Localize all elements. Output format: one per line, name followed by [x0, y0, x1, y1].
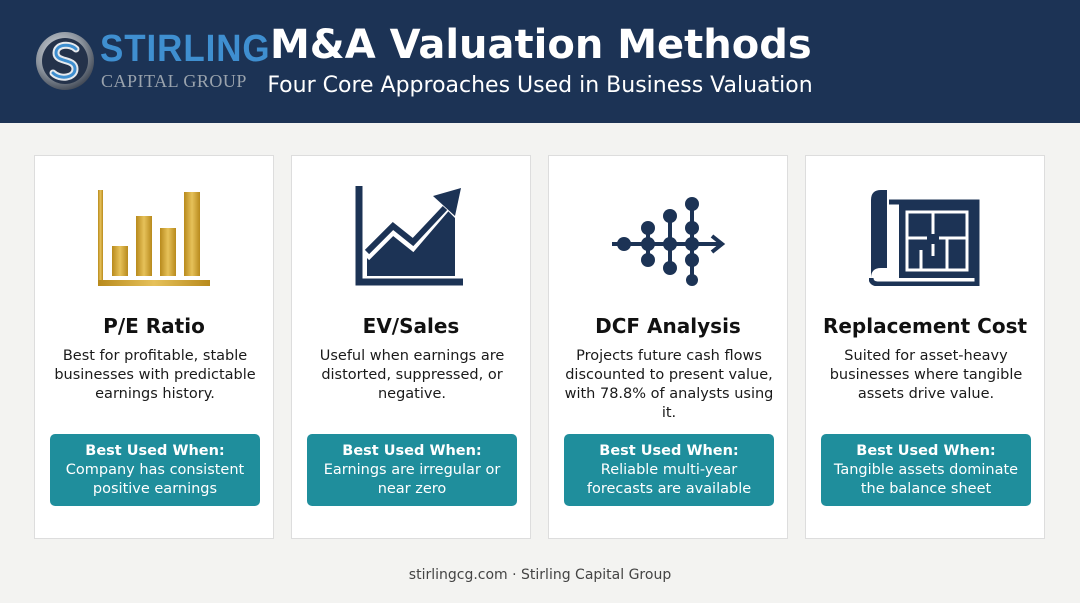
company-logo: STIRLING CAPITAL GROUP: [34, 26, 270, 96]
card-title: DCF Analysis: [595, 314, 741, 338]
logo-name: STIRLING: [100, 28, 271, 70]
best-used-label: Best Used When:: [342, 443, 482, 459]
card-description: Best for profitable, stable businesses w…: [54, 348, 256, 402]
blueprint-icon: [869, 190, 980, 286]
card-title: P/E Ratio: [103, 314, 205, 338]
best-used-text: Company has consistent positive earnings: [65, 462, 245, 497]
card-title: EV/Sales: [362, 314, 460, 338]
best-used-label: Best Used When:: [85, 443, 225, 459]
card-description: Projects future cash flows discounted to…: [564, 348, 774, 421]
best-used-box: Best Used When: Company has consistent p…: [50, 434, 260, 506]
page-subtitle: Four Core Approaches Used in Business Va…: [267, 73, 813, 98]
card-description: Suited for asset-heavy businesses where …: [829, 348, 1023, 402]
stirling-s-emblem-icon: [36, 32, 94, 90]
best-used-label: Best Used When:: [599, 443, 739, 459]
header-banner: STIRLING CAPITAL GROUP M&A Valuation Met…: [0, 0, 1080, 123]
method-card-dcf-analysis: DCF Analysis Projects future cash flows …: [548, 155, 788, 539]
footer-attribution: stirlingcg.com · Stirling Capital Group: [408, 567, 672, 583]
trend-up-chart-icon: [355, 186, 463, 286]
bar-chart-icon: [98, 190, 210, 286]
cash-flow-network-icon: [612, 197, 726, 286]
best-used-label: Best Used When:: [856, 443, 996, 459]
best-used-box: Best Used When: Earnings are irregular o…: [307, 434, 517, 506]
logo-subtitle: CAPITAL GROUP: [101, 71, 247, 91]
method-card-pe-ratio: P/E Ratio Best for profitable, stable bu…: [34, 155, 274, 539]
method-card-ev-sales: EV/Sales Useful when earnings are distor…: [291, 155, 531, 539]
card-title: Replacement Cost: [822, 314, 1028, 338]
best-used-text: Earnings are irregular or near zero: [323, 462, 501, 497]
page-title: M&A Valuation Methods: [270, 22, 812, 68]
method-card-replacement-cost: Replacement Cost Suited for asset-heavy …: [805, 155, 1045, 539]
best-used-text: Reliable multi-year forecasts are availa…: [586, 462, 752, 497]
best-used-box: Best Used When: Tangible assets dominate…: [821, 434, 1031, 506]
card-description: Useful when earnings are distorted, supp…: [319, 348, 505, 402]
best-used-text: Tangible assets dominate the balance she…: [833, 462, 1019, 497]
best-used-box: Best Used When: Reliable multi-year fore…: [564, 434, 774, 506]
